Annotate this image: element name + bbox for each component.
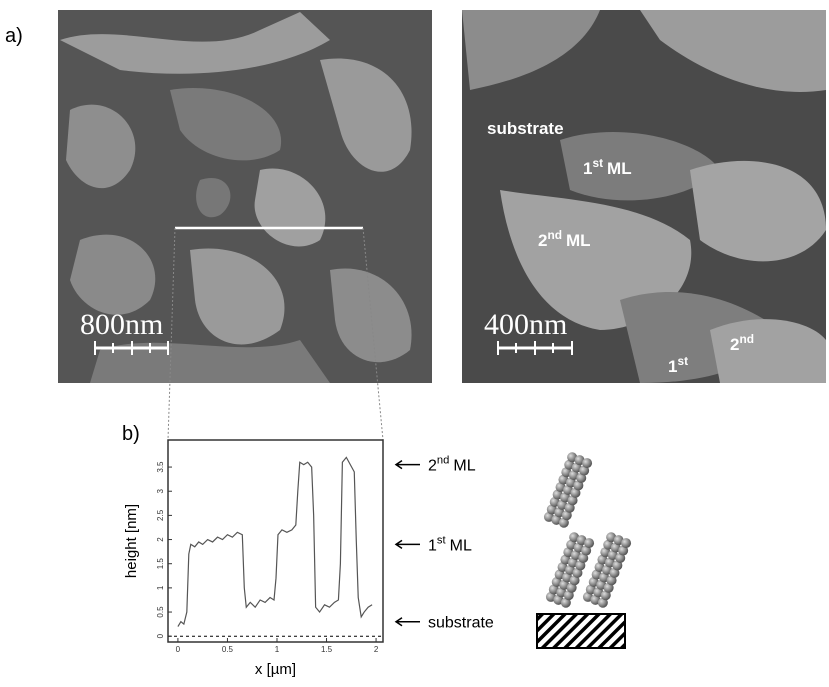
label-text: ML (450, 537, 472, 554)
label-text: ML (566, 231, 591, 250)
x-tick-label: 0 (176, 645, 181, 654)
label-text: 1 (668, 357, 677, 376)
y-axis-label: height [nm] (123, 504, 140, 578)
afm-image-right (462, 10, 826, 383)
x-tick-label: 1.5 (321, 645, 333, 654)
y-tick-label: 0 (156, 633, 165, 638)
y-tick-label: 3 (156, 488, 165, 493)
plot-frame (167, 439, 384, 643)
label: 1st ML (583, 156, 632, 178)
atom (582, 458, 593, 469)
label-text: ML (453, 458, 475, 475)
label-sup: nd (547, 228, 562, 242)
label-sup: st (592, 156, 603, 170)
label: 1st (668, 354, 688, 376)
y-tick-label: 2 (156, 537, 165, 542)
panel-label: a) (5, 25, 23, 47)
label-text: 2 (428, 458, 437, 475)
label-text: 2 (730, 335, 739, 354)
scale-bar-label: 800nm (80, 308, 163, 341)
label-text: substrate (428, 615, 494, 632)
label: substrate (487, 119, 564, 138)
arrow (394, 460, 420, 470)
label-sup: nd (739, 332, 754, 346)
label-sup: nd (437, 455, 449, 467)
x-axis-label: x [µm] (255, 661, 296, 678)
scale-bar-label: 400nm (484, 308, 567, 341)
label-text: 1 (428, 537, 437, 554)
y-tick-label: 3.5 (156, 461, 165, 473)
y-tick-label: 1.5 (156, 558, 165, 570)
atom (621, 538, 632, 549)
x-tick-label: 0.5 (222, 645, 234, 654)
label-text: 1 (583, 159, 592, 178)
connector (167, 227, 384, 441)
y-tick-label: 0.5 (156, 606, 165, 618)
y-tick-label: 1 (156, 585, 165, 590)
molecule-schematic (543, 452, 632, 608)
panel-label: b) (122, 423, 140, 445)
label-text: ML (607, 159, 632, 178)
label-sup: st (677, 354, 688, 368)
profile-line (177, 456, 373, 627)
afm-image-left (58, 10, 432, 383)
label: substrate (428, 615, 494, 632)
x-tick-label: 1 (275, 645, 280, 654)
x-tick-label: 2 (374, 645, 379, 654)
arrow (394, 617, 420, 627)
label-text: 2 (538, 231, 547, 250)
label: 2nd (730, 332, 754, 354)
label-sup: st (437, 534, 447, 546)
atom (584, 538, 595, 549)
label: 1st ML (428, 534, 472, 554)
arrow (394, 539, 420, 550)
y-tick-label: 2.5 (156, 509, 165, 521)
label-text: substrate (487, 119, 564, 138)
label: 2nd ML (538, 228, 591, 250)
substrate-schematic (536, 613, 626, 649)
label: 2nd ML (428, 455, 476, 475)
